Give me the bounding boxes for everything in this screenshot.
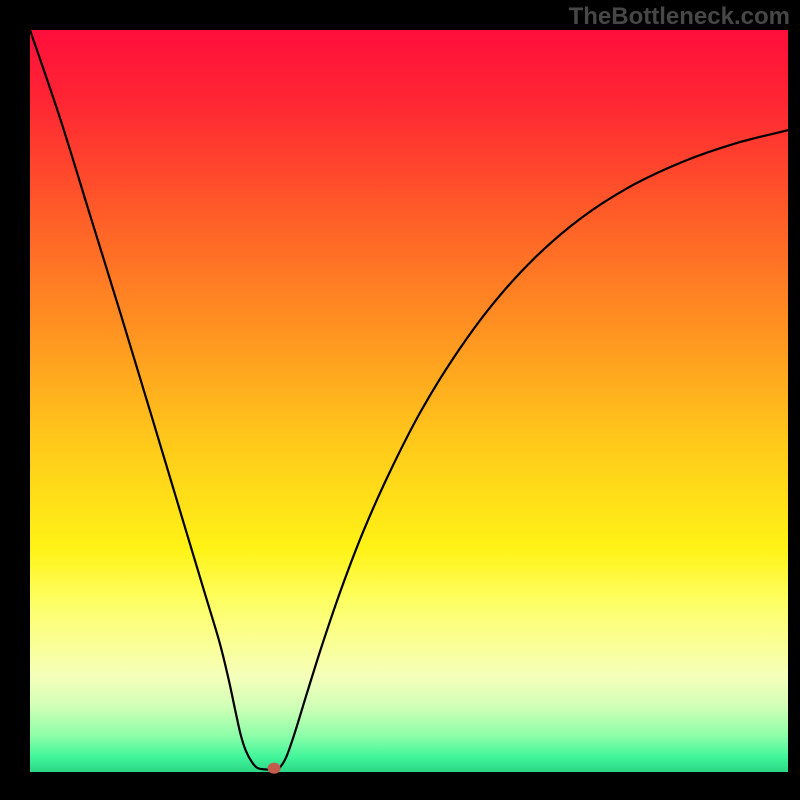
curve-right-branch [273, 130, 788, 770]
watermark-text: TheBottleneck.com [569, 3, 790, 31]
curve-left-branch [30, 30, 273, 770]
chart-canvas: TheBottleneck.com [0, 0, 800, 800]
plot-area [30, 30, 788, 772]
minimum-marker [268, 763, 281, 774]
bottleneck-curve [30, 30, 788, 772]
